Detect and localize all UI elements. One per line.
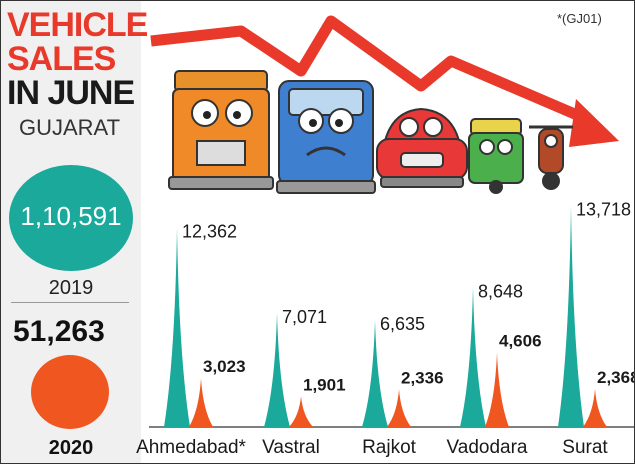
bar-2020-rajkot <box>387 389 411 427</box>
bar-2020-ahmedabad <box>189 378 213 427</box>
title-line-1: VEHICLE <box>7 6 148 44</box>
bar-2020-vadodara <box>485 352 509 427</box>
bar-2019-rajkot <box>362 319 388 427</box>
bar-2020-vastral <box>289 396 313 427</box>
total-2019-circle <box>9 165 133 271</box>
divider <box>11 302 129 303</box>
data-label-2019-rajkot: 6,635 <box>380 314 425 334</box>
total-2019-value: 1,10,591 <box>20 201 122 231</box>
category-label-surat: Surat <box>562 437 608 458</box>
year-2019-label: 2019 <box>48 277 94 299</box>
bus-icon <box>276 80 376 194</box>
data-label-2019-ahmedabad: 12,362 <box>182 221 237 241</box>
category-label-vastral: Vastral <box>262 437 320 458</box>
data-label-2020-ahmedabad: 3,023 <box>203 357 246 376</box>
bar-2019-vastral <box>264 312 290 427</box>
category-label-rajkot: Rajkot <box>362 437 417 458</box>
down-trend-arrow-icon <box>150 15 619 147</box>
auto-rickshaw-icon <box>468 118 524 194</box>
year-2020-label: 2020 <box>48 437 94 459</box>
data-label-2019-vastral: 7,071 <box>282 307 327 327</box>
summary-panel: VEHICLE SALES IN JUNE GUJARAT 1,10,591 2… <box>1 1 148 463</box>
car-icon <box>376 107 468 188</box>
title-line-3: IN JUNE <box>7 74 135 112</box>
data-label-2020-surat: 2,368 <box>597 368 634 387</box>
bar-2019-ahmedabad <box>164 227 190 427</box>
total-2020-circle <box>31 355 109 429</box>
data-label-2020-vastral: 1,901 <box>303 375 346 394</box>
bar-2020-surat <box>583 388 607 427</box>
total-2020-value: 51,263 <box>13 315 105 348</box>
category-label-vadodara: Vadodara <box>447 437 528 458</box>
title-line-2: SALES <box>7 40 116 78</box>
data-label-2020-vadodara: 4,606 <box>499 332 542 351</box>
category-label-ahmedabad: Ahmedabad* <box>136 437 246 458</box>
data-label-2019-surat: 13,718 <box>576 200 631 220</box>
bar-2019-vadodara <box>460 287 486 427</box>
truck-icon <box>168 70 274 190</box>
bar-2019-surat <box>558 205 584 427</box>
footnote: *(GJ01) <box>557 11 602 26</box>
region-label: GUJARAT <box>19 115 121 140</box>
motorcycle-icon <box>529 125 573 190</box>
data-label-2019-vadodara: 8,648 <box>478 281 523 301</box>
data-label-2020-rajkot: 2,336 <box>401 368 444 387</box>
